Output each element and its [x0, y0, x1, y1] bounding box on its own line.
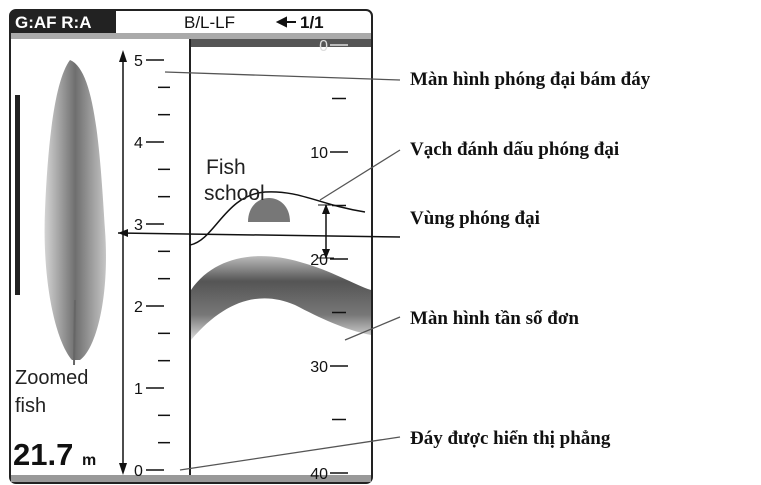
- right-scale-label: 30: [310, 359, 328, 376]
- left-scale-label: 4: [134, 135, 143, 152]
- bottom-band: [11, 475, 371, 482]
- callout-text: Vùng phóng đại: [410, 208, 540, 229]
- callout-line: [344, 316, 401, 341]
- callout-lines: [164, 71, 401, 471]
- reference-arrow: [118, 229, 128, 237]
- surface-band: [190, 39, 371, 47]
- zoom-marker: [189, 191, 366, 246]
- right-scale-label: 0: [319, 38, 328, 55]
- callout-line: [319, 149, 401, 201]
- callout-line: [179, 436, 401, 471]
- header-left: G:AF R:A: [15, 13, 91, 32]
- left-scale-label: 2: [134, 299, 143, 316]
- color-scale: [15, 95, 20, 295]
- callout-text: Đáy được hiển thị phẳng: [410, 428, 611, 449]
- depth-unit: m: [82, 452, 96, 469]
- callout-text: Màn hình tần số đơn: [410, 308, 579, 329]
- fish-school-echo: [248, 198, 290, 222]
- right-scale-label: 40: [310, 466, 328, 483]
- echo-tail: [73, 299, 76, 366]
- reference-line: [117, 232, 401, 238]
- left-scale-label: 1: [134, 381, 143, 398]
- zoomed-fish-echo: [44, 60, 106, 360]
- header-mode: B/L-LF: [184, 13, 235, 32]
- zoomed-fish-label: Zoomed fish: [15, 367, 88, 417]
- header-page: 1/1: [300, 13, 324, 32]
- right-scale-label: 10: [310, 145, 328, 162]
- color-bar: [11, 33, 371, 39]
- callout-text: Màn hình phóng đại bám đáy: [410, 69, 651, 90]
- left-scale-label: 5: [134, 53, 143, 70]
- depth-value: 21.7: [13, 437, 73, 472]
- header-arrow: [275, 16, 296, 28]
- left-scale-label: 3: [134, 217, 143, 234]
- right-scale-label: 20: [310, 252, 328, 269]
- callout-text: Vạch đánh dấu phóng đại: [410, 139, 619, 160]
- callout-line: [164, 71, 401, 81]
- fish-school-label: Fish school: [204, 156, 265, 205]
- header-left-bg: [11, 11, 116, 33]
- bottom-echo: [191, 256, 371, 340]
- left-scale-label: 0: [134, 463, 143, 480]
